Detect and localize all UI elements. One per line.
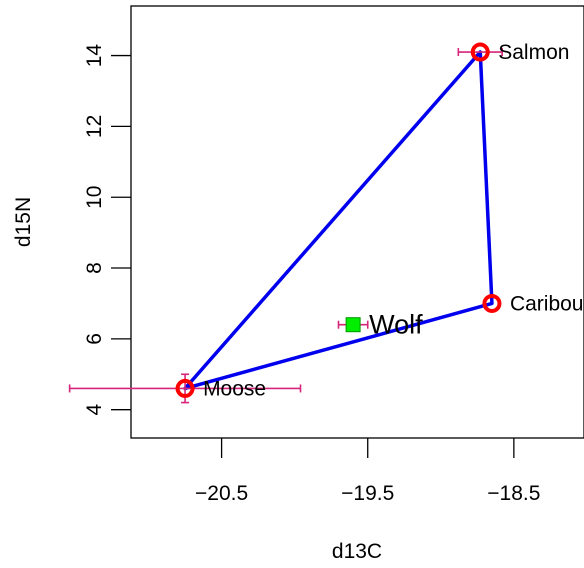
y-tick-label: 4	[83, 404, 106, 416]
x-axis-title: d13C	[332, 540, 382, 563]
x-tick-label: −19.5	[341, 482, 394, 505]
y-tick-label: 14	[83, 44, 106, 68]
y-axis-title: d15N	[12, 197, 35, 247]
source-label-moose: Moose	[203, 377, 266, 400]
source-point-moose	[175, 378, 195, 398]
source-point-salmon	[470, 42, 490, 62]
point-labels: Salmon Caribou Moose Wolf	[203, 41, 583, 400]
x-tick-label: −18.5	[487, 482, 540, 505]
points	[175, 42, 502, 398]
y-tick-label: 12	[83, 115, 106, 138]
source-label-caribou: Caribou	[510, 292, 584, 315]
y-tick-label: 6	[83, 333, 106, 345]
plot-frame	[130, 5, 584, 439]
y-tick-label: 8	[83, 262, 106, 274]
mixing-polygon	[183, 50, 494, 391]
error-bars	[68, 48, 503, 404]
y-tick-label: 10	[83, 186, 106, 209]
consumer-label-wolf: Wolf	[369, 310, 423, 340]
source-label-salmon: Salmon	[498, 41, 569, 64]
x-tick-label: −20.5	[195, 482, 248, 505]
source-point-caribou	[482, 293, 502, 313]
mixing-polygon-outline	[183, 50, 494, 391]
x-axis: −20.5 −19.5 −18.5	[195, 438, 540, 505]
consumer-point-wolf	[345, 317, 361, 333]
y-axis: 4 6 8 10 12 14	[83, 44, 131, 416]
